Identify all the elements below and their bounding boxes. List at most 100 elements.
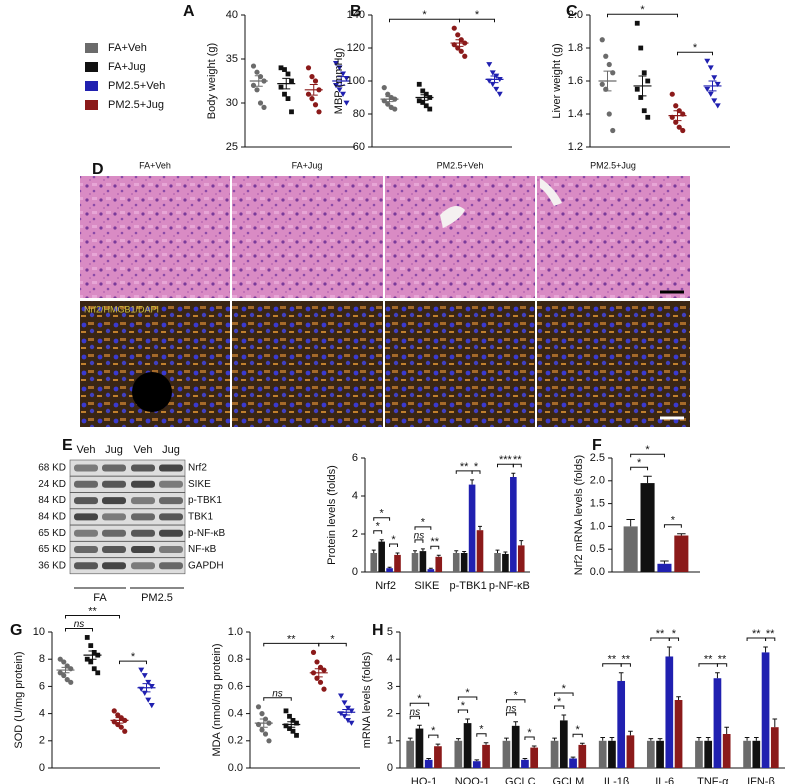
- x-tick-label: GCLM: [553, 776, 585, 784]
- y-tick-label: 4: [352, 490, 358, 502]
- bar: [578, 744, 587, 768]
- significance-label: *: [671, 515, 676, 527]
- point: [138, 667, 145, 673]
- significance-label: *: [637, 457, 642, 469]
- error-bar: [519, 540, 524, 546]
- error-bar: [666, 646, 672, 657]
- point: [333, 61, 339, 67]
- bar: [502, 740, 511, 768]
- stain-label: Nrf2/HMGB1/DAPI: [84, 304, 159, 314]
- point: [57, 670, 63, 676]
- point: [603, 53, 609, 59]
- point: [348, 720, 355, 726]
- error-bar: [465, 718, 470, 724]
- significance-bracket: [607, 13, 678, 18]
- protein-label: SIKE: [188, 479, 211, 490]
- error-bar: [407, 737, 413, 741]
- significance-bracket: [512, 463, 522, 468]
- y-tick-label: 0.8: [228, 653, 243, 665]
- band: [159, 513, 183, 521]
- bar: [427, 569, 435, 572]
- significance-label: ns: [74, 619, 85, 630]
- point: [148, 684, 155, 690]
- sem-bar: [254, 75, 263, 87]
- bar: [394, 554, 401, 572]
- panel-letter: B: [350, 3, 362, 20]
- significance-label: *: [672, 628, 677, 640]
- band: [131, 546, 155, 553]
- significance-label: *: [461, 700, 466, 712]
- point: [111, 708, 117, 714]
- point: [343, 75, 350, 82]
- x-tick-label: IL-1β: [604, 776, 629, 784]
- y-axis-label: MDA (nmol/mg protein): [211, 643, 223, 756]
- significance-label: *: [131, 651, 136, 663]
- point: [141, 673, 148, 679]
- x-tick-label: Nrf2: [375, 580, 396, 592]
- point: [458, 48, 464, 54]
- significance-label: *: [422, 9, 427, 21]
- point: [289, 78, 294, 84]
- he-image: [80, 176, 230, 298]
- point: [145, 679, 152, 686]
- point: [333, 83, 339, 89]
- bar: [761, 652, 770, 768]
- bar: [415, 728, 424, 768]
- significance-bracket: [373, 517, 391, 521]
- lane-label: Veh: [134, 444, 153, 456]
- point: [336, 87, 343, 93]
- point: [634, 20, 640, 26]
- y-tick-label: 1.2: [568, 141, 583, 153]
- significance-bracket: [119, 660, 147, 665]
- y-tick-label: 40: [226, 9, 238, 21]
- significance-label: **: [718, 654, 727, 666]
- fluor-image: [232, 301, 383, 427]
- bar: [463, 723, 472, 768]
- error-bar: [677, 533, 686, 536]
- column-label: FA+Jug: [292, 160, 323, 170]
- bar: [646, 740, 655, 768]
- error-bar: [660, 560, 669, 564]
- point: [669, 91, 675, 97]
- bar: [419, 551, 427, 572]
- significance-label: **: [88, 605, 97, 617]
- error-bar: [495, 549, 500, 553]
- point: [262, 731, 269, 737]
- sem-bar: [314, 668, 323, 678]
- bar: [406, 740, 415, 768]
- significance-label: *: [527, 727, 532, 739]
- group-label: PM2.5: [141, 592, 173, 604]
- bar: [743, 740, 751, 768]
- column-label: PM2.5+Jug: [590, 160, 636, 170]
- point: [385, 101, 391, 107]
- band: [131, 497, 155, 505]
- point: [455, 32, 461, 38]
- significance-bracket: [620, 663, 631, 667]
- panel-letter: H: [372, 622, 384, 639]
- significance-label: *: [417, 693, 422, 705]
- y-tick-label: 4: [39, 708, 45, 720]
- point: [420, 88, 426, 94]
- group-label: FA: [93, 592, 107, 604]
- point: [343, 100, 350, 106]
- significance-label: **: [460, 461, 469, 473]
- band: [159, 464, 183, 472]
- bar: [482, 744, 490, 768]
- error-bar: [435, 743, 441, 747]
- x-tick-label: NQO-1: [455, 776, 490, 784]
- error-bar: [462, 550, 467, 553]
- bar: [598, 740, 607, 768]
- error-bar: [417, 724, 422, 729]
- band: [131, 480, 155, 488]
- molecular-weight: 84 KD: [38, 512, 66, 523]
- band: [74, 562, 98, 570]
- point: [321, 686, 327, 692]
- significance-bracket: [65, 627, 93, 632]
- panel-letter: E: [62, 437, 73, 454]
- point: [610, 127, 616, 134]
- y-tick-label: 0.5: [590, 543, 605, 555]
- error-bar: [379, 539, 384, 542]
- error-bar: [531, 745, 537, 748]
- band: [102, 464, 126, 472]
